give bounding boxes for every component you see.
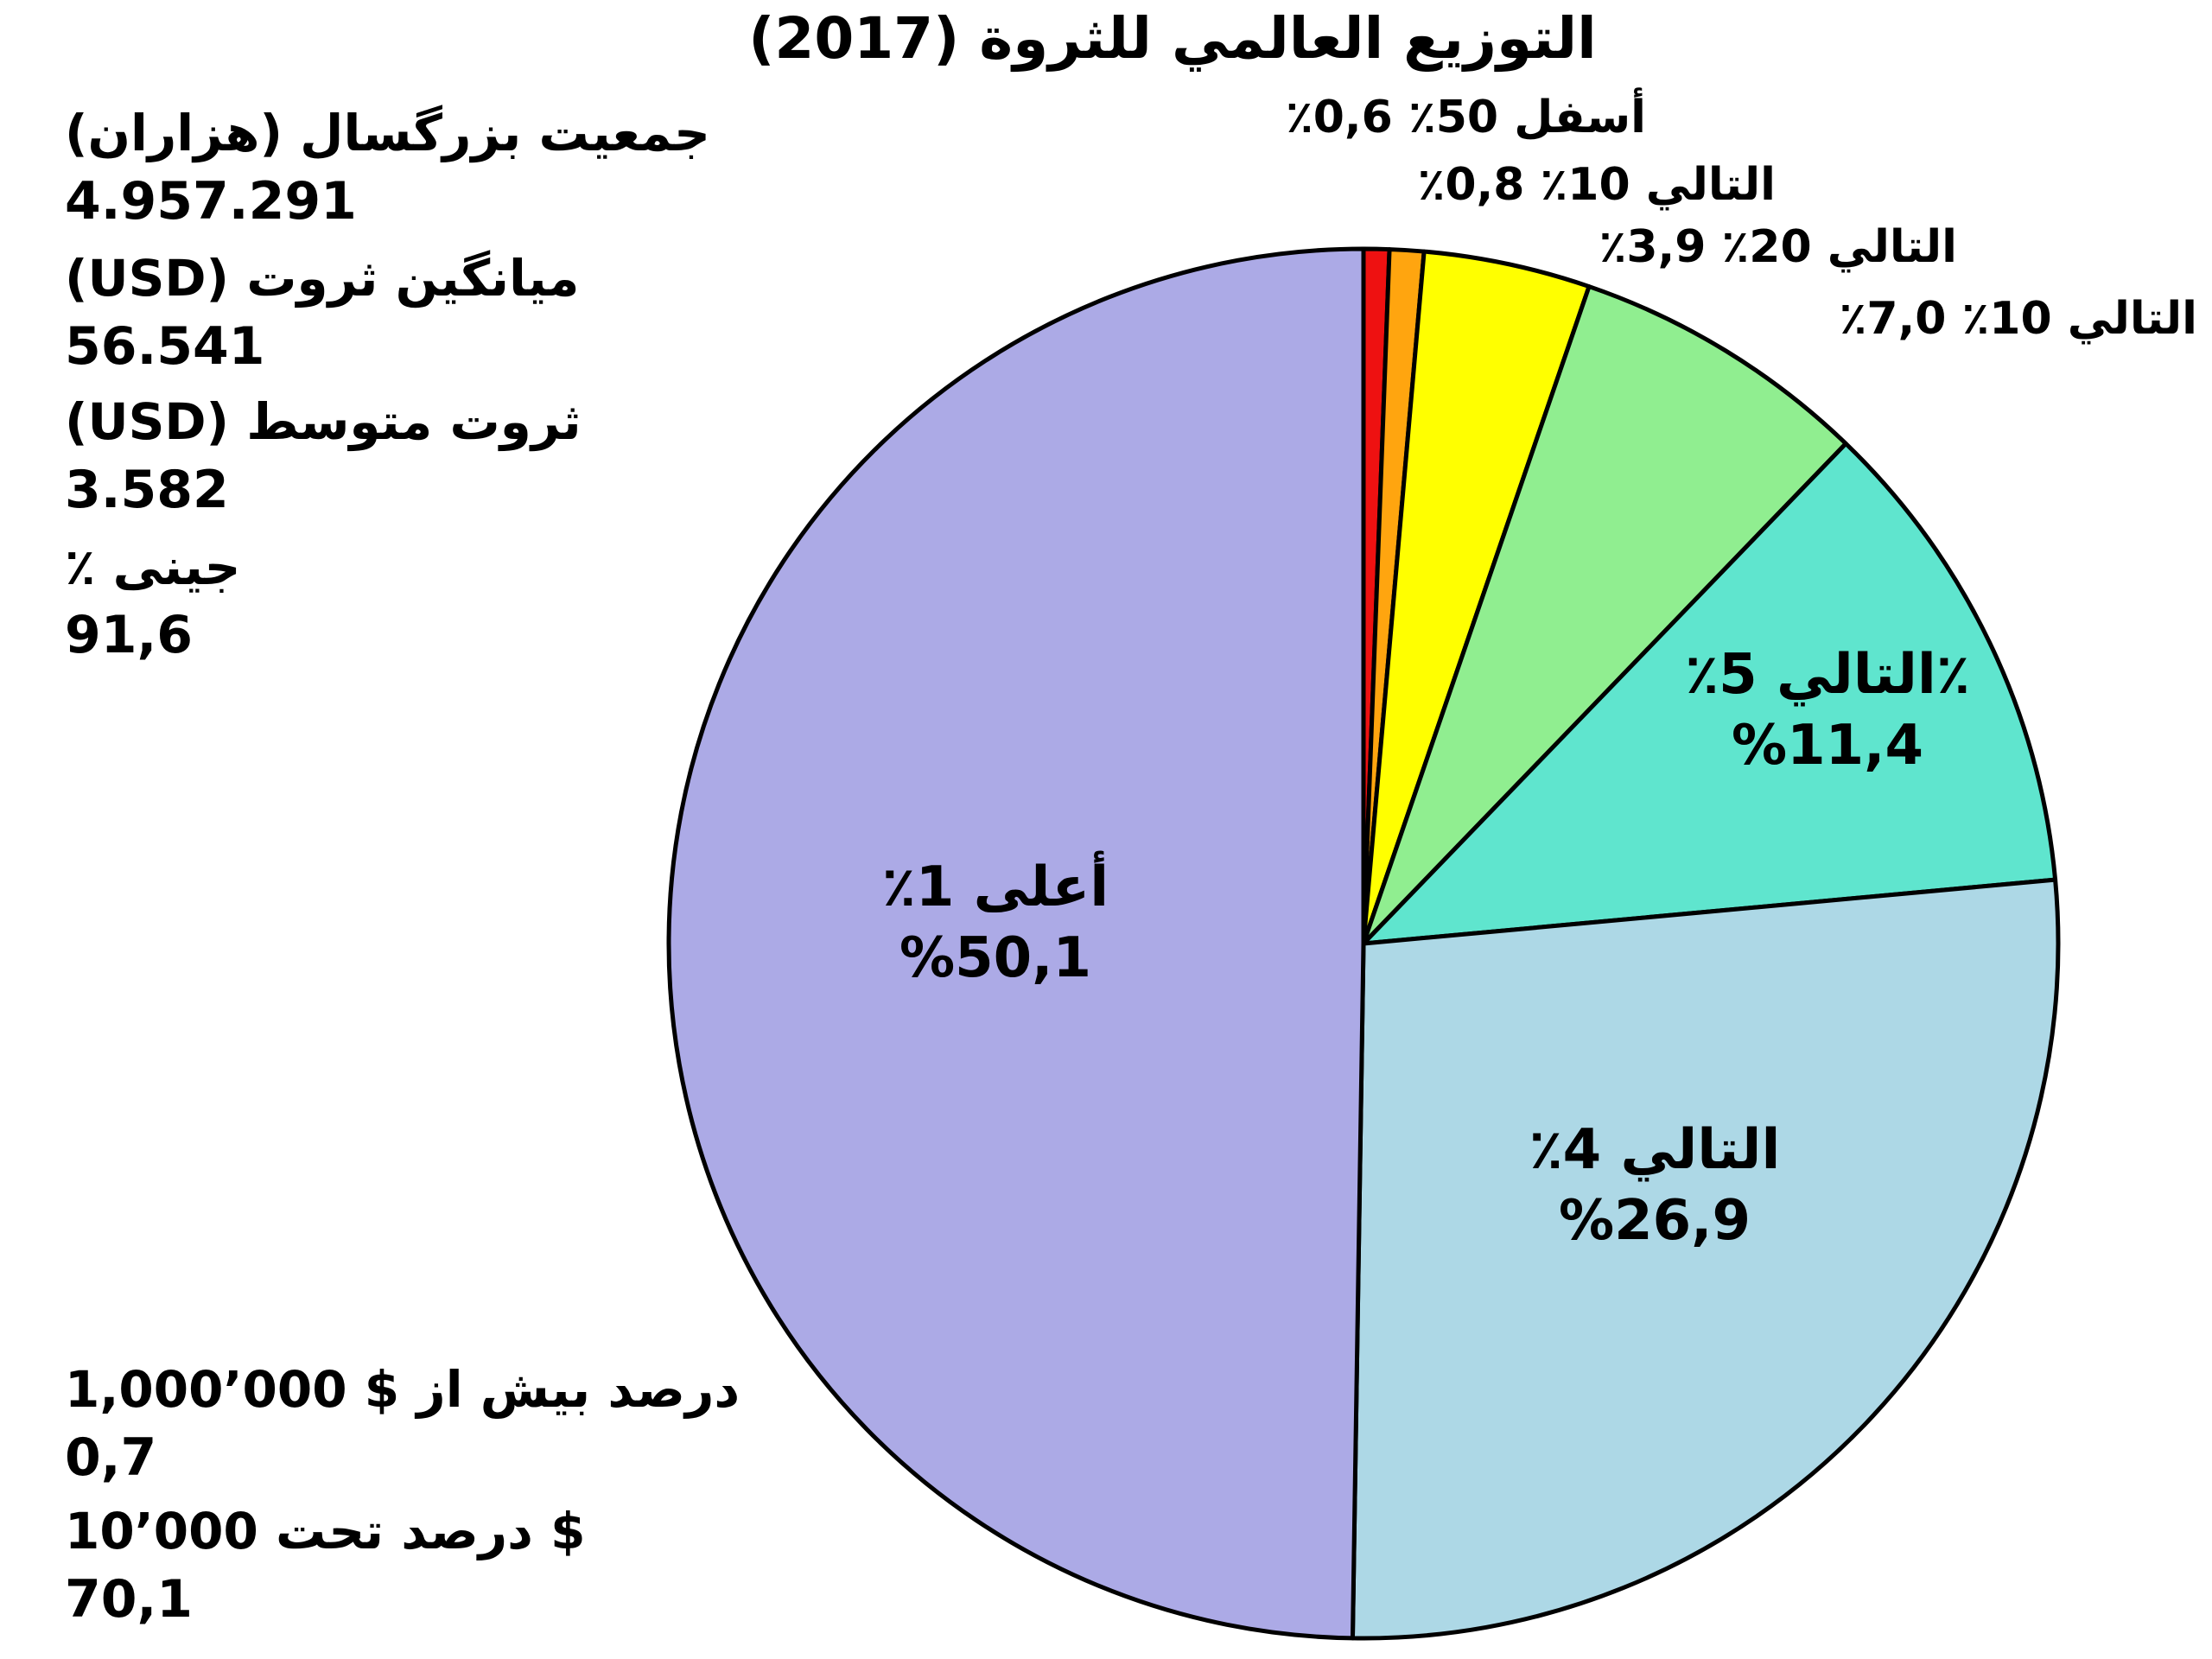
stat-mean-wealth: ميانگين ثروت (USD) 56.541 — [65, 242, 579, 378]
slice-label-bottom-50pct: أسفل 50٪ 0,6٪ — [1286, 92, 1646, 143]
stat-median-wealth: ثروت متوسط (USD) 3.582 — [65, 385, 582, 522]
slice-label-next-10pct: التالي 10٪ 0,8٪ — [1417, 159, 1776, 211]
stat-adult-population: جمعيت بزرگسال (هزاران) 4.957.291 — [65, 97, 710, 233]
stat-median-wealth-value: 3.582 — [65, 460, 229, 520]
pie-slice-next-5pct — [1361, 441, 2058, 946]
pie-slice-next-4pct — [1350, 877, 2061, 1641]
stat-pct-above-1m-value: 0,7 — [65, 1427, 157, 1488]
slice-label-next-5pct-line2: %11,4 — [1731, 714, 1924, 778]
stat-mean-wealth-value: 56.541 — [65, 316, 265, 377]
stat-adult-population-label: جمعيت بزرگسال (هزاران) — [65, 104, 710, 162]
stat-pct-above-1m-label: درصد بيش از $ 1,000٬000 — [65, 1360, 741, 1419]
pie-slice-next-20pct — [1361, 249, 1592, 946]
stat-pct-below-10k: $ درصد تحت 10٬000 70,1 — [65, 1495, 585, 1631]
pie-slice-next-10pct-b — [1361, 284, 1848, 946]
slice-label-next-5pct: ٪التالي 5٪ %11,4 — [1568, 639, 2087, 781]
slice-label-next-4pct-line2: %26,9 — [1558, 1189, 1751, 1253]
stat-mean-wealth-label: ميانگين ثروت (USD) — [65, 249, 580, 308]
stat-gini: جينى ٪ 91,6 — [65, 531, 240, 667]
slice-label-top-1pct: أعلى 1٪ %50,1 — [736, 852, 1255, 994]
stat-adult-population-value: 4.957.291 — [65, 171, 357, 232]
slice-label-top-1pct-line1: أعلى 1٪ — [881, 855, 1109, 919]
stat-pct-above-1m: درصد بيش از $ 1,000٬000 0,7 — [65, 1353, 740, 1490]
slice-label-top-1pct-line2: %50,1 — [899, 926, 1092, 990]
slice-label-next-5pct-line1: ٪التالي 5٪ — [1685, 643, 1970, 707]
slice-label-next-4pct: التالي 4٪ %26,9 — [1395, 1115, 1914, 1256]
slice-label-next-20pct: التالي 20٪ 3,9٪ — [1599, 221, 1957, 273]
stat-gini-value: 91,6 — [65, 605, 194, 665]
stat-pct-below-10k-label: $ درصد تحت 10٬000 — [65, 1502, 586, 1560]
stat-gini-label: جينى ٪ — [65, 537, 241, 596]
slice-label-next-4pct-line1: التالي 4٪ — [1529, 1118, 1781, 1182]
slice-label-next-10pct-b: التالي 10٪ 7,0٪ — [1839, 293, 2197, 345]
chart-title: التوزيع العالمي للثروة (2017) — [748, 5, 1597, 72]
stat-median-wealth-label: ثروت متوسط (USD) — [65, 392, 582, 451]
pie-slice-top-1pct — [666, 246, 1366, 1641]
stat-pct-below-10k-value: 70,1 — [65, 1569, 194, 1630]
